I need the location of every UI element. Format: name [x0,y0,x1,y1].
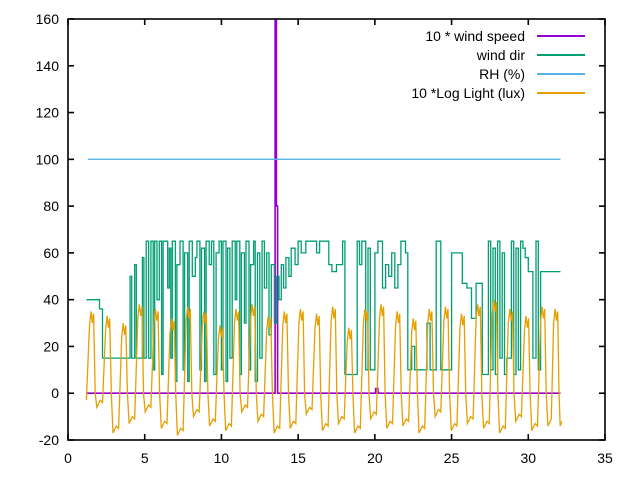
y-tick-label: 100 [36,151,60,167]
legend-item-wind-speed: 10 * wind speed [411,26,585,45]
x-tick-label: 25 [444,450,460,466]
legend-line-sample-wind-dir [537,53,585,56]
y-tick-label: 160 [36,11,60,27]
x-tick-label: 0 [64,450,72,466]
legend-label-rh: RH (%) [479,65,525,82]
legend-label-wind-speed: 10 * wind speed [425,27,525,44]
y-tick-label: 140 [36,58,60,74]
legend-line-sample-log-light [537,91,585,94]
y-tick-label: 40 [43,292,59,308]
y-tick-label: 20 [43,338,59,354]
y-tick-label: 80 [43,198,59,214]
x-tick-label: 15 [290,450,306,466]
legend-label-log-light: 10 *Log Light (lux) [411,84,525,101]
y-tick-label: 0 [51,385,59,401]
legend-item-log-light: 10 *Log Light (lux) [411,83,585,102]
legend: 10 * wind speed wind dir RH (%) 10 *Log … [411,26,585,102]
x-tick-label: 20 [367,450,383,466]
legend-label-wind-dir: wind dir [476,46,525,63]
y-tick-label: -20 [39,432,59,448]
legend-line-sample-rh [537,72,585,75]
legend-line-sample-wind-speed [537,34,585,37]
y-tick-label: 60 [43,245,59,261]
y-tick-label: 120 [36,105,60,121]
series-line-0 [86,19,561,394]
x-tick-label: 10 [214,450,230,466]
series-line-3 [85,299,563,436]
plot-border [67,18,606,441]
legend-item-wind-dir: wind dir [411,45,585,64]
x-tick-label: 35 [597,450,613,466]
x-tick-label: 30 [520,450,536,466]
legend-item-rh: RH (%) [411,64,585,83]
x-tick-label: 5 [141,450,149,466]
